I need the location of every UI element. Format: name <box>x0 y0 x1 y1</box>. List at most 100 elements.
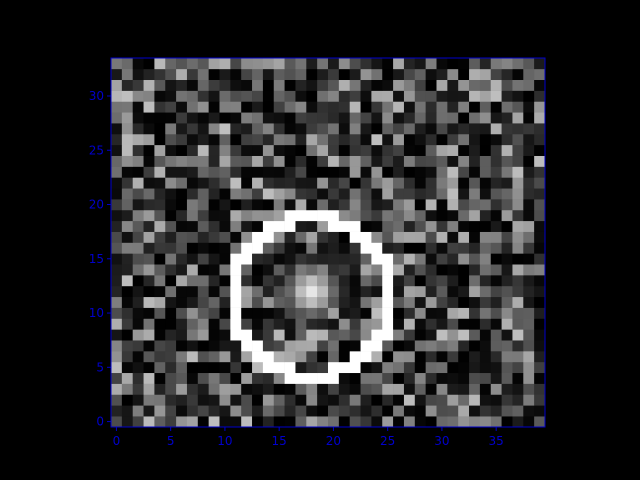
heatmap-cell <box>252 133 264 146</box>
heatmap-cells <box>111 58 546 428</box>
heatmap-cell <box>534 144 546 156</box>
heatmap-cell <box>360 79 372 91</box>
heatmap-cell <box>425 58 437 70</box>
heatmap-cell <box>306 242 318 254</box>
heatmap-cell <box>143 318 155 330</box>
heatmap-cell <box>154 199 166 211</box>
heatmap-cell <box>317 188 329 200</box>
heatmap-cell <box>197 264 209 276</box>
heatmap-cell <box>230 394 242 406</box>
heatmap-cell <box>360 90 372 102</box>
heatmap-cell <box>469 242 481 254</box>
heatmap-cell <box>143 242 155 254</box>
heatmap-cell <box>132 394 144 406</box>
heatmap-cell <box>111 220 123 232</box>
heatmap-cell <box>436 275 448 287</box>
heatmap-cell <box>165 220 177 232</box>
heatmap-cell <box>360 307 372 319</box>
heatmap-cell <box>230 285 242 298</box>
heatmap-cell <box>490 351 502 363</box>
heatmap-cell <box>360 58 372 70</box>
heatmap-cell <box>469 275 481 287</box>
heatmap-cell <box>458 90 470 102</box>
heatmap-cell <box>490 416 502 428</box>
heatmap-cell <box>414 361 426 374</box>
heatmap-cell <box>458 166 470 178</box>
heatmap-cell <box>295 416 307 428</box>
heatmap-cell <box>111 329 123 341</box>
heatmap-cell <box>523 199 535 211</box>
heatmap-cell <box>479 155 492 167</box>
heatmap-cell <box>447 394 459 406</box>
heatmap-cell <box>414 242 426 254</box>
heatmap-cell <box>252 166 264 178</box>
heatmap-cell <box>447 79 459 91</box>
heatmap-cell <box>252 199 264 211</box>
heatmap-cell <box>284 79 296 91</box>
heatmap-cell <box>143 133 155 146</box>
heatmap-cell <box>111 209 123 222</box>
heatmap-cell <box>371 372 383 384</box>
heatmap-cell <box>349 177 361 189</box>
heatmap-cell <box>501 90 513 102</box>
heatmap-cell <box>143 383 155 395</box>
heatmap-cell <box>306 329 318 341</box>
heatmap-cell <box>501 275 513 287</box>
heatmap-cell <box>393 177 405 189</box>
heatmap-cell <box>458 416 470 428</box>
heatmap-cell <box>197 416 209 428</box>
heatmap-cell <box>208 329 220 341</box>
heatmap-cell <box>534 68 546 81</box>
heatmap-cell <box>425 394 437 406</box>
heatmap-cell <box>154 351 166 363</box>
heatmap-cell <box>230 296 242 308</box>
heatmap-cell <box>121 123 133 135</box>
heatmap-cell <box>154 329 166 341</box>
heatmap-cell <box>523 329 535 341</box>
heatmap-cell <box>338 361 350 374</box>
heatmap-cell <box>219 383 231 395</box>
heatmap-cell <box>273 209 285 222</box>
heatmap-cell <box>176 188 188 200</box>
heatmap-cell <box>317 90 329 102</box>
heatmap-cell <box>469 329 481 341</box>
heatmap-cell <box>241 188 253 200</box>
heatmap-cell <box>425 351 437 363</box>
heatmap-cell <box>447 58 459 70</box>
heatmap-cell <box>121 361 133 374</box>
heatmap-cell <box>262 79 275 91</box>
heatmap-cell <box>425 307 437 319</box>
heatmap-cell <box>436 416 448 428</box>
heatmap-cell <box>371 264 383 276</box>
heatmap-cell <box>143 405 155 417</box>
heatmap-cell <box>425 340 437 352</box>
heatmap-cell <box>360 318 372 330</box>
heatmap-cell <box>295 101 307 113</box>
heatmap-cell <box>273 361 285 374</box>
heatmap-cell <box>317 133 329 146</box>
heatmap-cell <box>436 155 448 167</box>
heatmap-cell <box>284 361 296 374</box>
heatmap-cell <box>186 253 199 265</box>
heatmap-cell <box>132 253 144 265</box>
heatmap-cell <box>284 329 296 341</box>
heatmap-cell <box>338 90 350 102</box>
heatmap-cell <box>371 285 383 298</box>
heatmap-cell <box>469 405 481 417</box>
heatmap-cell <box>262 123 275 135</box>
heatmap-cell <box>425 318 437 330</box>
heatmap-cell <box>469 264 481 276</box>
heatmap-cell <box>512 405 524 417</box>
heatmap-cell <box>208 58 220 70</box>
heatmap-cell <box>382 209 394 222</box>
heatmap-cell <box>328 177 340 189</box>
heatmap-cell <box>382 58 394 70</box>
heatmap-cell <box>371 231 383 243</box>
heatmap-cell <box>523 275 535 287</box>
heatmap-cell <box>414 329 426 341</box>
heatmap-cell <box>534 199 546 211</box>
heatmap-cell <box>111 123 123 135</box>
heatmap-cell <box>360 351 372 363</box>
heatmap-cell <box>121 68 133 81</box>
heatmap-cell <box>490 79 502 91</box>
